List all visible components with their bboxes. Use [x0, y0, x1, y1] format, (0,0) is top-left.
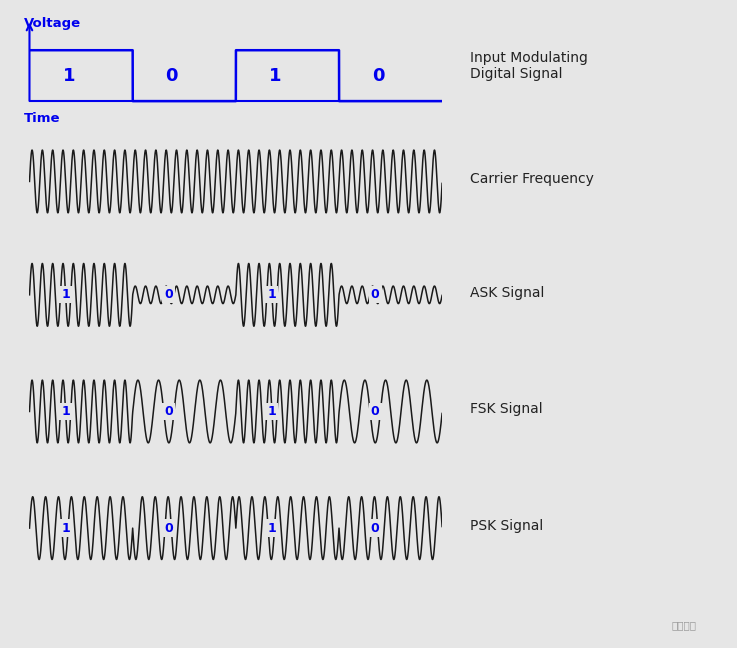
Text: 1: 1 — [269, 67, 282, 85]
Text: PSK Signal: PSK Signal — [469, 519, 543, 533]
Text: 0: 0 — [164, 288, 173, 301]
Text: FSK Signal: FSK Signal — [469, 402, 542, 417]
Text: 0: 0 — [164, 522, 173, 535]
Text: ASK Signal: ASK Signal — [469, 286, 544, 300]
Text: 1: 1 — [63, 67, 75, 85]
Text: 0: 0 — [166, 67, 178, 85]
Text: 0: 0 — [371, 522, 380, 535]
Text: 1: 1 — [61, 522, 70, 535]
Text: 0: 0 — [372, 67, 385, 85]
Text: 1: 1 — [61, 405, 70, 418]
Text: 1: 1 — [268, 288, 276, 301]
Text: Voltage: Voltage — [24, 17, 82, 30]
Text: 0: 0 — [371, 288, 380, 301]
Text: 1: 1 — [268, 405, 276, 418]
Text: 0: 0 — [371, 405, 380, 418]
Text: Input Modulating
Digital Signal: Input Modulating Digital Signal — [469, 51, 587, 81]
Text: 0: 0 — [164, 405, 173, 418]
Text: Carrier Frequency: Carrier Frequency — [469, 172, 593, 187]
Text: Time: Time — [24, 112, 61, 125]
Text: 1: 1 — [61, 288, 70, 301]
Text: 1: 1 — [268, 522, 276, 535]
Text: 射频学堂: 射频学堂 — [672, 620, 697, 631]
